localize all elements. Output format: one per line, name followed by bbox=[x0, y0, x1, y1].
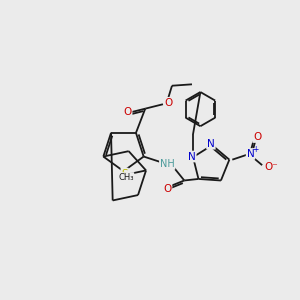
Text: NH: NH bbox=[160, 159, 175, 169]
Text: O⁻: O⁻ bbox=[265, 162, 278, 172]
Text: +: + bbox=[252, 145, 258, 154]
Text: O: O bbox=[165, 98, 173, 108]
Text: CH₃: CH₃ bbox=[118, 173, 134, 182]
Text: O: O bbox=[253, 132, 261, 142]
Text: S: S bbox=[122, 169, 128, 178]
Text: N: N bbox=[188, 152, 196, 161]
Text: O: O bbox=[163, 184, 172, 194]
Text: O: O bbox=[123, 106, 132, 117]
Text: N: N bbox=[247, 149, 254, 159]
Text: N: N bbox=[207, 139, 215, 149]
